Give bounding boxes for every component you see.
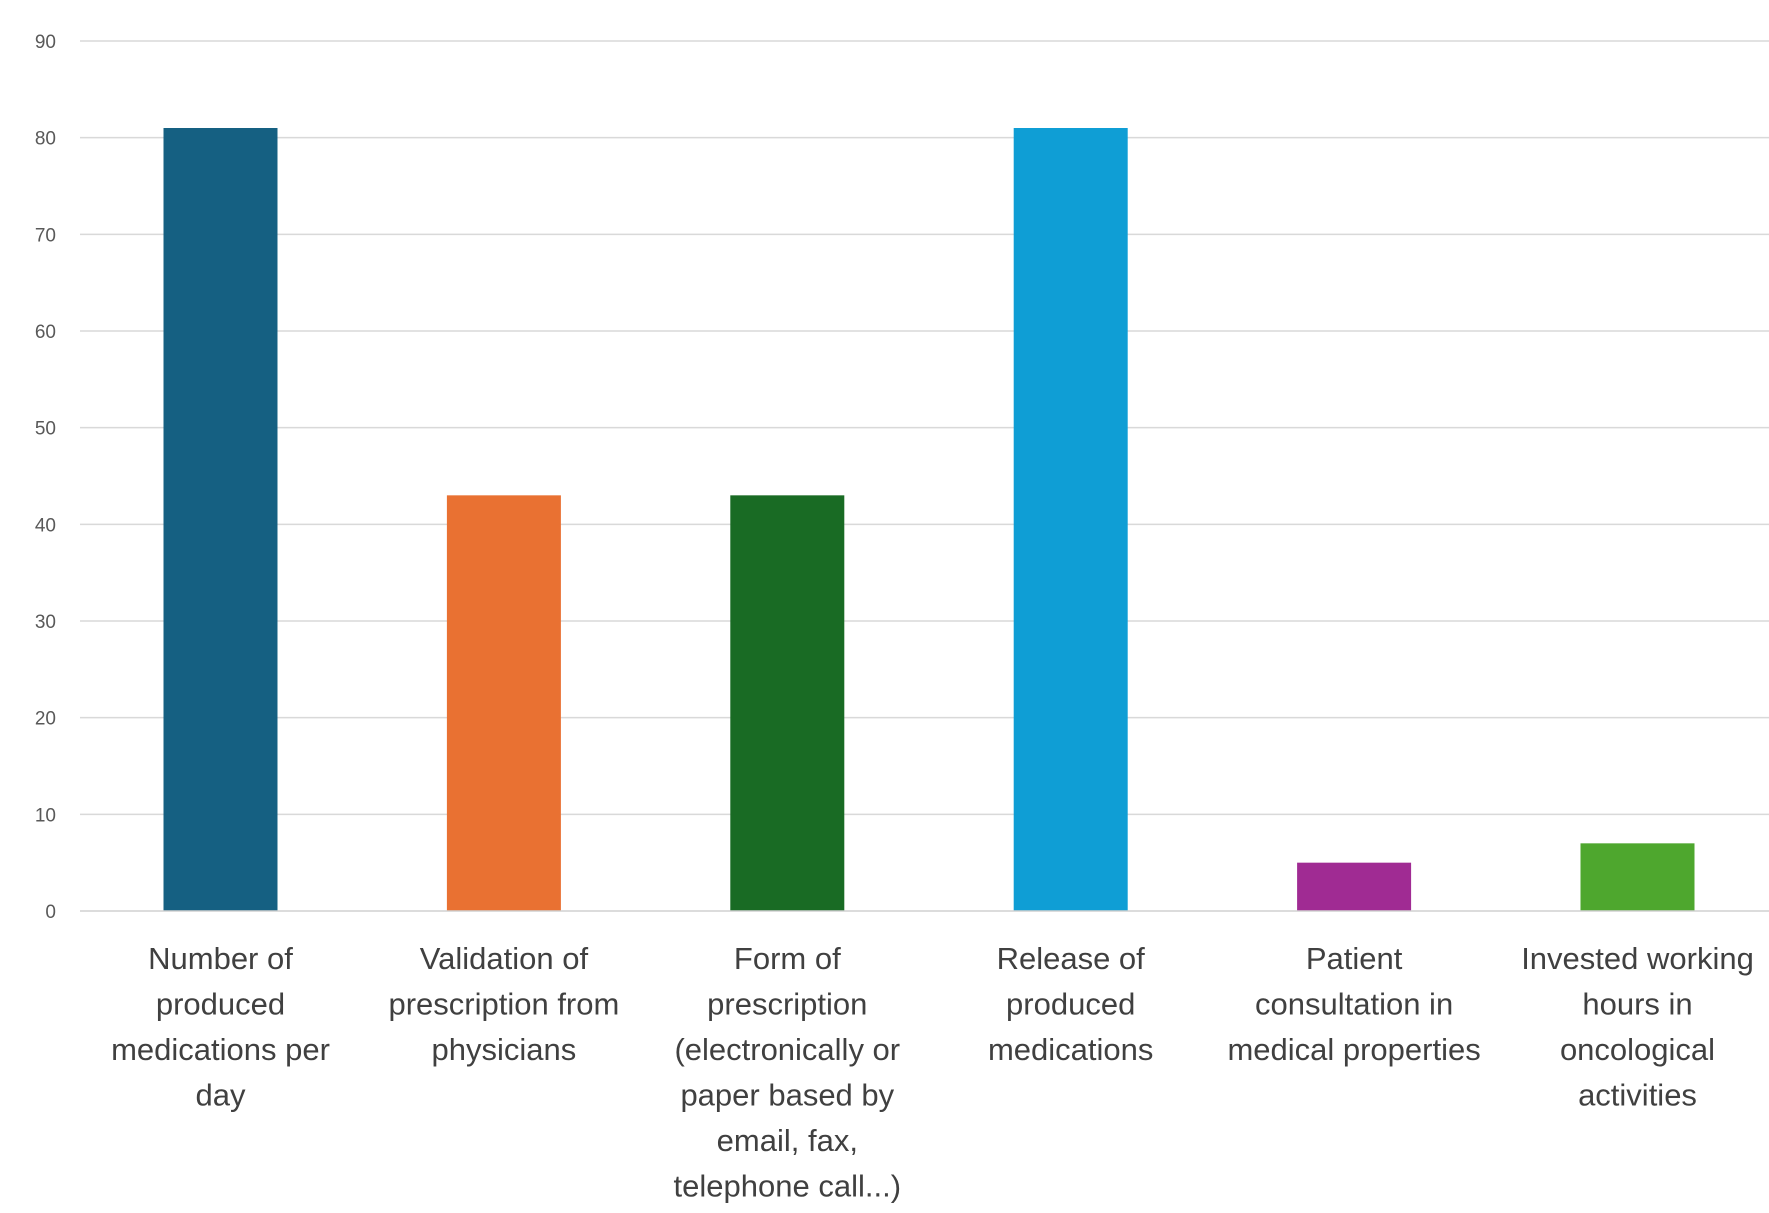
x-category-label-line: medical properties xyxy=(1227,1032,1480,1067)
x-category-label-line: Validation of xyxy=(420,941,589,976)
x-category-label: Form of prescription (electronically or pap… xyxy=(674,941,901,1204)
bar xyxy=(163,128,278,911)
x-category-label-line: Number of xyxy=(148,941,293,976)
bar xyxy=(730,495,845,911)
y-axis-ticks: 0 10 20 30 40 50 60 70 80 90 xyxy=(35,32,56,923)
x-category-label-line: medications xyxy=(988,1032,1153,1067)
x-axis-category-labels: Number of produced medications per day Valid… xyxy=(111,941,1754,1204)
x-category-label-line: hours in xyxy=(1582,987,1692,1022)
x-category-label-line: produced xyxy=(156,987,285,1022)
x-category-label-line: prescription xyxy=(707,987,867,1022)
y-tick-label: 20 xyxy=(35,709,56,730)
x-category-label-line: day xyxy=(196,1078,246,1113)
y-tick-label: 90 xyxy=(35,32,56,53)
x-category-label-line: paper based by xyxy=(680,1078,894,1113)
x-category-label-line: consultation in xyxy=(1255,987,1453,1022)
bar xyxy=(446,495,561,911)
y-tick-label: 0 xyxy=(45,902,56,923)
x-category-label-line: (electronically or xyxy=(674,1032,900,1067)
x-category-label: Patient consultation in medical properties xyxy=(1227,941,1480,1067)
bars xyxy=(163,128,1695,911)
x-category-label-line: Invested working xyxy=(1521,941,1754,976)
y-tick-label: 50 xyxy=(35,419,56,440)
x-category-label: Invested working hours in oncological activ… xyxy=(1521,941,1754,1113)
x-category-label: Number of produced medications per day xyxy=(111,941,330,1113)
x-category-label-line: produced xyxy=(1006,987,1135,1022)
x-category-label-line: medications per xyxy=(111,1032,330,1067)
x-category-label-line: Form of xyxy=(734,941,841,976)
y-tick-label: 70 xyxy=(35,225,56,246)
y-tick-label: 10 xyxy=(35,805,56,826)
y-tick-label: 30 xyxy=(35,612,56,633)
bar xyxy=(1013,128,1128,911)
bar xyxy=(1297,862,1412,911)
x-category-label-line: Patient xyxy=(1306,941,1403,976)
x-category-label-line: prescription from xyxy=(388,987,619,1022)
x-category-label-line: email, fax, xyxy=(717,1123,858,1158)
x-category-label-line: oncological xyxy=(1560,1032,1715,1067)
x-category-label-line: activities xyxy=(1578,1078,1697,1113)
x-category-label: Validation of prescription from physicians xyxy=(388,941,619,1067)
x-category-label-line: physicians xyxy=(432,1032,577,1067)
bar xyxy=(1580,843,1695,911)
y-tick-label: 60 xyxy=(35,322,56,343)
x-category-label: Release of produced medications xyxy=(988,941,1153,1067)
x-category-label-line: telephone call...) xyxy=(674,1169,901,1204)
y-tick-label: 80 xyxy=(35,129,56,150)
gridlines xyxy=(80,40,1769,816)
y-tick-label: 40 xyxy=(35,515,56,536)
x-category-label-line: Release of xyxy=(997,941,1146,976)
